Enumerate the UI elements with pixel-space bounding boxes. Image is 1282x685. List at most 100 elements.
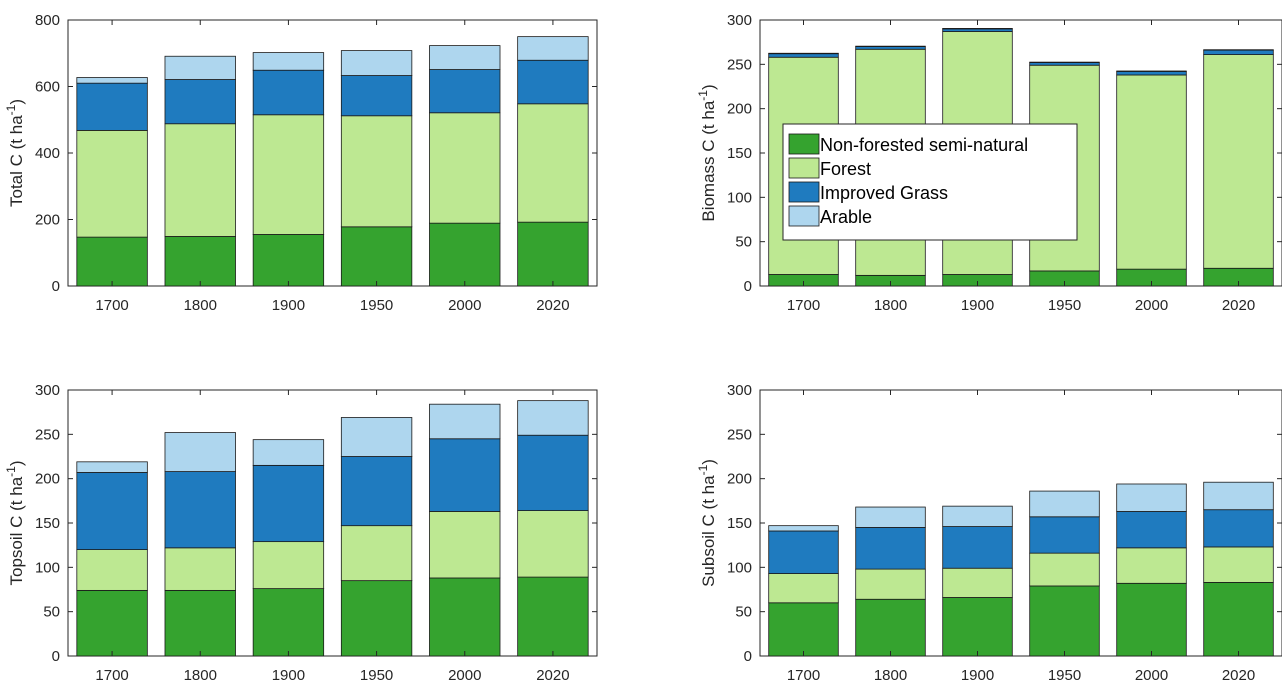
x-tick-label: 1900 <box>961 667 994 680</box>
bar-2020-non-forested-semi-natural <box>518 222 589 286</box>
x-tick-label: 1950 <box>360 667 393 680</box>
bar-2000-non-forested-semi-natural <box>429 223 500 286</box>
y-tick-label: 300 <box>35 382 60 399</box>
y-tick-label: 100 <box>35 559 60 576</box>
bar-1700-arable <box>769 526 839 531</box>
bar-2000-arable <box>429 46 500 70</box>
x-tick-label: 2000 <box>1135 667 1168 680</box>
legend-swatch-2 <box>789 182 819 202</box>
bar-1900-forest <box>943 568 1013 597</box>
bar-1900-improved-grass <box>943 527 1013 569</box>
legend-label-3: Arable <box>820 207 872 227</box>
bar-1900-non-forested-semi-natural <box>253 589 324 656</box>
bar-1700-forest <box>77 130 148 237</box>
bar-1800-arable <box>165 56 236 79</box>
y-tick-label: 0 <box>744 648 752 665</box>
bar-2000-improved-grass <box>1117 71 1187 75</box>
bar-1950-forest <box>1030 553 1100 586</box>
y-tick-label: 150 <box>35 515 60 532</box>
x-tick-label: 1900 <box>961 297 994 314</box>
y-tick-label: 200 <box>727 471 752 488</box>
bar-1800-arable <box>165 433 236 472</box>
x-tick-label: 1800 <box>874 297 907 314</box>
bar-2000-non-forested-semi-natural <box>429 578 500 656</box>
legend-swatch-1 <box>789 158 819 178</box>
bar-1700-arable <box>77 78 148 84</box>
bar-1800-forest <box>165 124 236 237</box>
bar-1900-improved-grass <box>253 70 324 115</box>
bar-2000-forest <box>429 511 500 577</box>
bar-1900-arable <box>253 440 324 466</box>
x-tick-label: 2020 <box>536 667 569 680</box>
y-tick-label: 300 <box>727 382 752 399</box>
bar-2000-improved-grass <box>429 70 500 113</box>
bar-2020-arable <box>1204 482 1274 509</box>
y-tick-label: 150 <box>727 515 752 532</box>
bar-1900-arable <box>253 53 324 71</box>
bar-1700-improved-grass <box>77 472 148 549</box>
bar-1700-improved-grass <box>769 531 839 574</box>
y-tick-label: 600 <box>35 79 60 96</box>
y-axis-label: Subsoil C (t ha-1) <box>696 459 718 587</box>
x-tick-label: 1800 <box>184 667 217 680</box>
bar-1800-non-forested-semi-natural <box>165 590 236 656</box>
bar-1700-improved-grass <box>77 83 148 130</box>
bar-1700-improved-grass <box>769 54 839 58</box>
bar-2000-forest <box>429 113 500 223</box>
x-tick-label: 2000 <box>1135 297 1168 314</box>
y-tick-label: 400 <box>35 145 60 162</box>
bar-1950-arable <box>341 417 412 456</box>
y-tick-label: 50 <box>43 604 60 621</box>
y-axis-label: Topsoil C (t ha-1) <box>4 460 26 585</box>
y-tick-label: 100 <box>727 189 752 206</box>
legend-label-0: Non-forested semi-natural <box>820 135 1028 155</box>
bar-2020-non-forested-semi-natural <box>518 577 589 656</box>
bar-2000-non-forested-semi-natural <box>1117 583 1187 656</box>
bar-1800-improved-grass <box>165 472 236 548</box>
bar-2000-forest <box>1117 548 1187 583</box>
x-tick-label: 1950 <box>1048 297 1081 314</box>
y-tick-label: 250 <box>35 426 60 443</box>
bar-2000-arable <box>429 404 500 439</box>
x-tick-label: 1950 <box>360 297 393 314</box>
bar-1950-arable <box>1030 491 1100 517</box>
y-tick-label: 250 <box>727 56 752 73</box>
bar-1800-arable <box>856 507 926 527</box>
bar-1800-forest <box>165 548 236 591</box>
bar-2020-forest <box>518 104 589 222</box>
bar-1950-non-forested-semi-natural <box>1030 586 1100 656</box>
bar-1900-forest <box>253 115 324 235</box>
x-tick-label: 2020 <box>1222 297 1255 314</box>
x-tick-label: 1800 <box>184 297 217 314</box>
y-axis-label: Biomass C (t ha-1) <box>696 84 718 221</box>
legend: Non-forested semi-naturalForestImproved … <box>783 124 1077 240</box>
y-tick-label: 250 <box>727 426 752 443</box>
bar-2020-forest <box>518 511 589 577</box>
bar-1800-improved-grass <box>856 527 926 569</box>
y-tick-label: 200 <box>35 212 60 229</box>
bar-2000-forest <box>1117 75 1187 269</box>
y-axis-label: Total C (t ha-1) <box>4 99 26 207</box>
legend-label-1: Forest <box>820 159 871 179</box>
bar-1900-forest <box>253 542 324 589</box>
bar-2020-improved-grass <box>1204 50 1274 54</box>
bar-1700-forest <box>769 574 839 603</box>
bar-2020-forest <box>1204 547 1274 582</box>
bar-1950-improved-grass <box>341 457 412 526</box>
x-tick-label: 1900 <box>272 667 305 680</box>
bar-1700-non-forested-semi-natural <box>77 590 148 656</box>
bar-1700-forest <box>77 550 148 591</box>
bar-2020-arable <box>518 37 589 61</box>
bar-1950-forest <box>341 116 412 227</box>
y-tick-label: 0 <box>52 278 60 295</box>
y-tick-label: 0 <box>744 278 752 295</box>
bar-1900-arable <box>943 506 1013 526</box>
x-tick-label: 1950 <box>1048 667 1081 680</box>
bar-1900-non-forested-semi-natural <box>253 234 324 286</box>
bar-1950-non-forested-semi-natural <box>341 227 412 286</box>
